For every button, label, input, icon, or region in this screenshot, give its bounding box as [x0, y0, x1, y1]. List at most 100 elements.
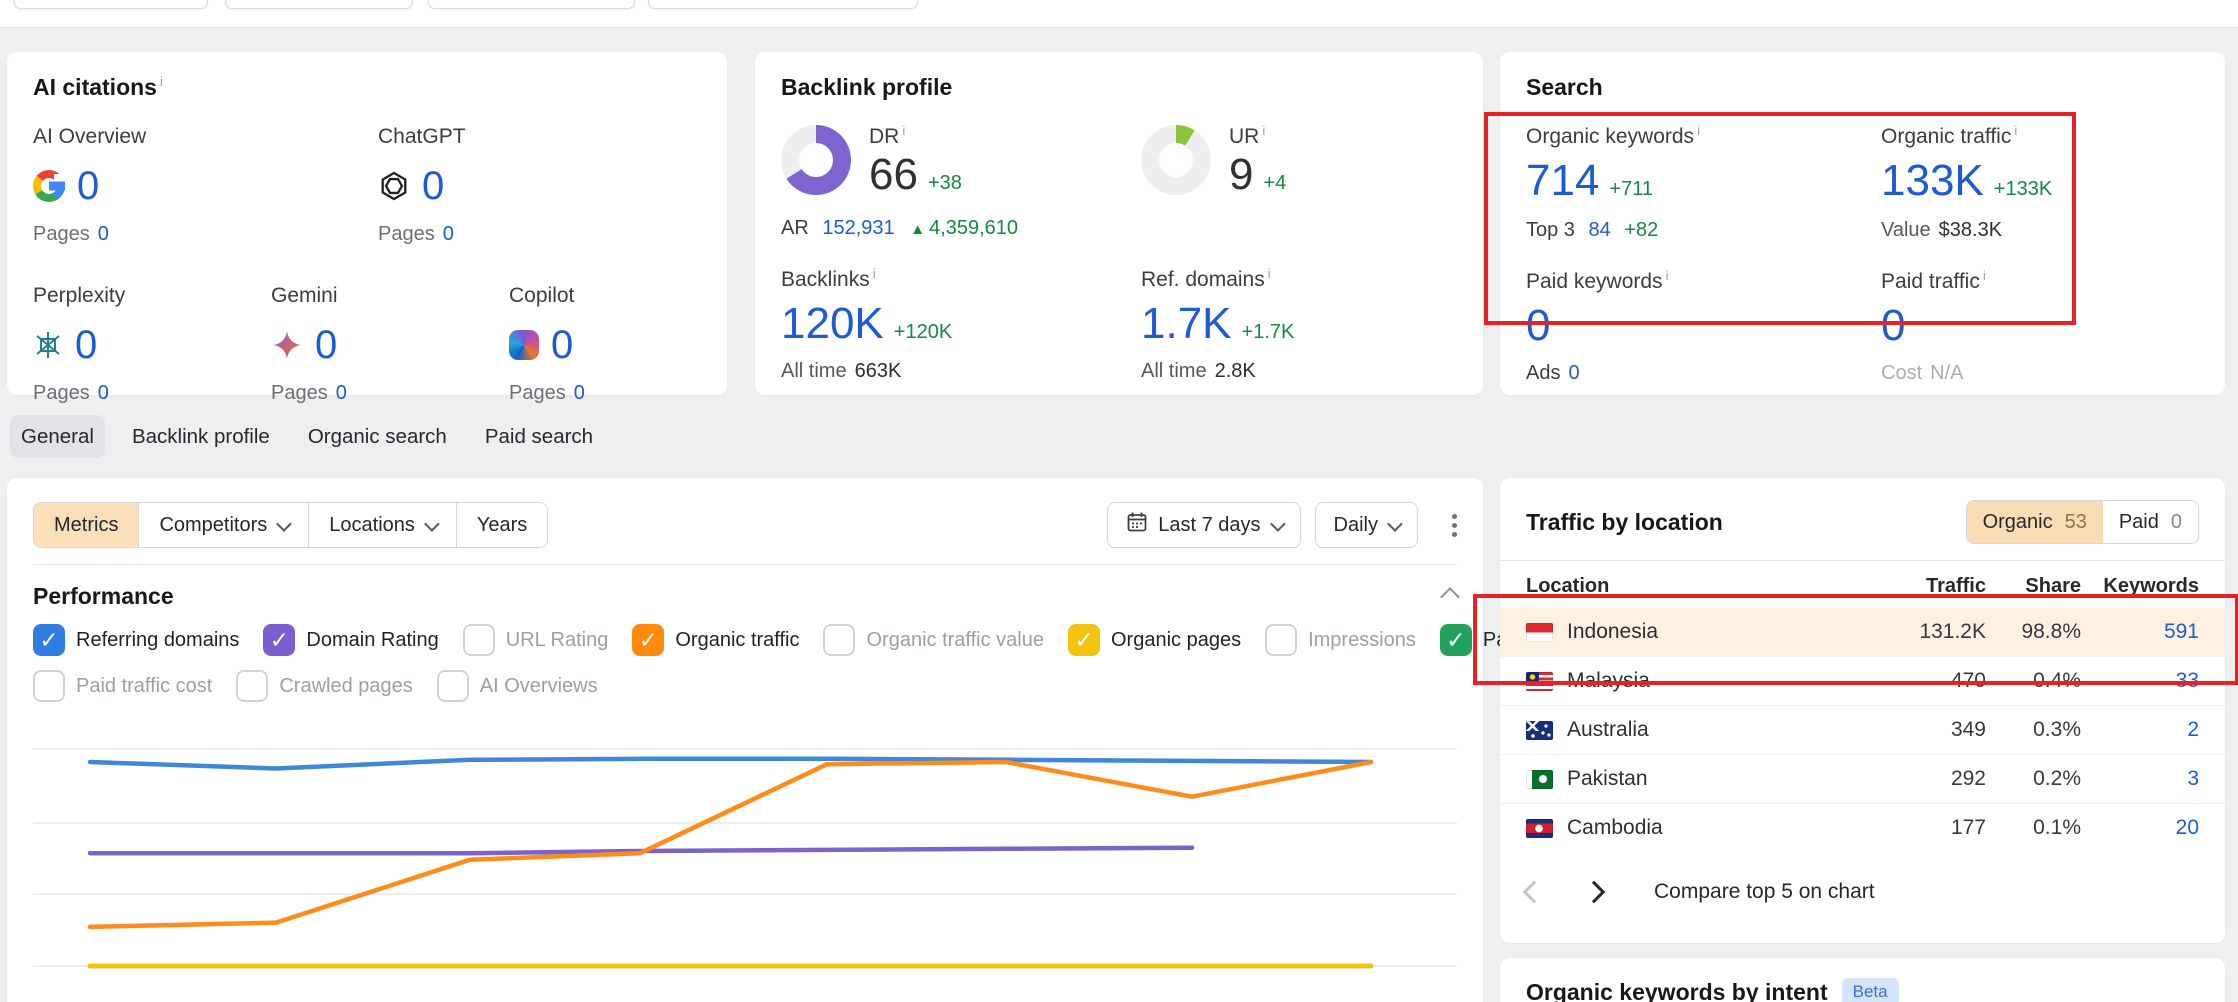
checkbox-impressions[interactable]: Impressions — [1265, 624, 1416, 656]
view-segmented-control: Metrics Competitors Locations Years — [33, 502, 549, 548]
checkbox — [236, 670, 269, 702]
pages-count-link[interactable]: 0 — [573, 382, 585, 404]
ar-value-link[interactable]: 152,931 — [822, 217, 895, 239]
table-row-malaysia[interactable]: Malaysia 470 0.4% 33 — [1500, 656, 2225, 705]
pages-count-link[interactable]: 0 — [442, 223, 454, 245]
backlinks-delta: +120K — [893, 321, 953, 343]
organic-keywords-value-link[interactable]: 714 — [1526, 156, 1600, 205]
checkbox — [33, 624, 65, 656]
compare-top5-link[interactable]: Compare top 5 on chart — [1654, 880, 1875, 903]
ur-donut-chart — [1141, 125, 1211, 195]
metrics-segment[interactable]: Metrics — [34, 503, 139, 547]
years-segment[interactable]: Years — [455, 503, 548, 547]
checkbox — [823, 624, 856, 656]
table-row-cambodia[interactable]: Cambodia 177 0.1% 20 — [1500, 803, 2225, 852]
checkbox-crawled-pages[interactable]: Crawled pages — [236, 670, 413, 702]
prev-page-chevron-icon[interactable] — [1522, 880, 1546, 904]
tab-paid-search[interactable]: Paid search — [484, 425, 594, 448]
tab-general[interactable]: General — [10, 415, 105, 458]
granularity-dropdown[interactable]: Daily — [1314, 502, 1418, 548]
ads-count-link[interactable]: 0 — [1568, 362, 1580, 384]
checkbox-referring-domains[interactable]: Referring domains — [33, 624, 239, 656]
table-row-pakistan[interactable]: Pakistan 292 0.2% 3 — [1500, 754, 2225, 803]
checkbox-domain-rating[interactable]: Domain Rating — [263, 624, 439, 656]
keywords-count-link[interactable]: 2 — [2187, 718, 2199, 741]
dr-donut-chart — [781, 125, 851, 195]
traffic-by-location-title: Traffic by location — [1526, 508, 1723, 535]
competitors-segment[interactable]: Competitors — [138, 503, 309, 547]
checkbox-organic-traffic-value[interactable]: Organic traffic value — [823, 624, 1044, 656]
keywords-count-link[interactable]: 20 — [2175, 816, 2199, 839]
locations-segment[interactable]: Locations — [308, 503, 456, 547]
ai-overview-count: 0 — [77, 164, 100, 208]
info-icon[interactable]: i — [1697, 123, 1700, 138]
next-page-chevron-icon[interactable] — [1582, 880, 1606, 904]
ai-overview-metric: AI Overview 0 Pages 0 — [33, 125, 147, 245]
ai-citations-title: AI citations i — [33, 74, 163, 100]
paid-keywords-value-link[interactable]: 0 — [1526, 301, 1551, 350]
info-icon[interactable]: i — [872, 266, 876, 281]
info-icon[interactable]: i — [902, 123, 906, 138]
cambodia-flag — [1526, 818, 1553, 838]
report-tabs: General Backlink profile Organic search … — [10, 415, 604, 458]
performance-line-chart — [33, 748, 1457, 969]
pages-count-link[interactable]: 0 — [335, 382, 347, 404]
organic-keywords-delta: +711 — [1609, 178, 1653, 200]
domain-rating-block: DR i 66 +38 AR 152,931 ▲ 4,359,610 — [781, 123, 1141, 240]
top-cutoff-control-2[interactable] — [225, 0, 413, 9]
info-icon[interactable]: i — [1262, 123, 1266, 138]
top-cutoff-control-3[interactable] — [428, 0, 635, 9]
info-icon[interactable]: i — [1665, 268, 1669, 283]
collapse-chevron-up-icon[interactable] — [1440, 586, 1460, 607]
info-icon[interactable]: i — [1982, 268, 1986, 283]
checkbox — [1067, 624, 1100, 656]
checkbox-organic-traffic[interactable]: Organic traffic — [632, 624, 799, 656]
table-row-australia[interactable]: Australia 349 0.3% 2 — [1500, 705, 2225, 754]
dr-delta: +38 — [927, 172, 962, 194]
backlinks-block: Backlinks i 120K +120K All time 663K — [781, 266, 953, 382]
tab-organic-search[interactable]: Organic search — [307, 425, 447, 448]
intent-panel-title: Organic keywords by intent — [1526, 979, 1828, 1002]
top3-count-link[interactable]: 84 — [1588, 219, 1611, 241]
pakistan-flag — [1526, 769, 1553, 789]
australia-flag — [1526, 720, 1553, 740]
copilot-icon — [509, 330, 539, 360]
date-range-dropdown[interactable]: Last 7 days — [1107, 502, 1301, 548]
ref-domains-block: Ref. domains i 1.7K +1.7K All time 2.8K — [1141, 266, 1295, 382]
info-icon[interactable]: i — [2014, 123, 2018, 138]
ur-delta: +4 — [1263, 172, 1287, 194]
backlinks-value-link[interactable]: 120K — [781, 299, 884, 348]
keywords-count-link[interactable]: 3 — [2187, 767, 2199, 790]
checkbox-url-rating[interactable]: URL Rating — [462, 624, 608, 656]
keywords-count-link[interactable]: 591 — [2163, 620, 2199, 643]
organic-toggle-segment[interactable]: Organic 53 — [1966, 501, 2103, 543]
table-row-indonesia[interactable]: Indonesia 131.2K 98.8% 591 — [1500, 608, 2225, 656]
chevron-down-icon — [276, 515, 292, 532]
checkbox-organic-pages[interactable]: Organic pages — [1067, 624, 1241, 656]
pages-count-link[interactable]: 0 — [97, 223, 109, 245]
info-icon[interactable]: i — [159, 74, 163, 90]
pages-count-link[interactable]: 0 — [97, 382, 109, 404]
performance-title: Performance — [33, 583, 174, 609]
triangle-up-icon: ▲ — [910, 221, 926, 238]
info-icon[interactable]: i — [1267, 266, 1271, 281]
keywords-count-link[interactable]: 33 — [2175, 669, 2199, 692]
more-options-kebab-icon[interactable] — [1452, 513, 1457, 537]
checkbox — [33, 670, 65, 702]
top-cutoff-control-1[interactable] — [14, 0, 208, 9]
organic-traffic-value-link[interactable]: 133K — [1881, 156, 1984, 205]
checkbox — [1265, 624, 1298, 656]
checkbox-ai-overviews[interactable]: AI Overviews — [436, 670, 598, 702]
authority-rank-line: AR 152,931 ▲ 4,359,610 — [781, 217, 1019, 239]
organic-paid-toggle: Organic 53 Paid 0 — [1965, 500, 2199, 544]
top-cutoff-control-4[interactable] — [648, 0, 918, 9]
location-table-header: Location Traffic Share Keywords — [1500, 560, 2225, 608]
checkbox-paid-traffic-cost[interactable]: Paid traffic cost — [33, 670, 212, 702]
location-table-body: Indonesia 131.2K 98.8% 591 Malaysia 470 … — [1500, 608, 2225, 852]
backlink-profile-title: Backlink profile — [781, 74, 953, 100]
top-toolbar-strip — [0, 0, 2238, 28]
tab-backlink-profile[interactable]: Backlink profile — [131, 425, 270, 448]
paid-toggle-segment[interactable]: Paid 0 — [2102, 501, 2198, 543]
paid-keywords-block: Paid keywords i 0 Ads 0 — [1526, 268, 1669, 384]
refdomains-value-link[interactable]: 1.7K — [1141, 299, 1232, 348]
